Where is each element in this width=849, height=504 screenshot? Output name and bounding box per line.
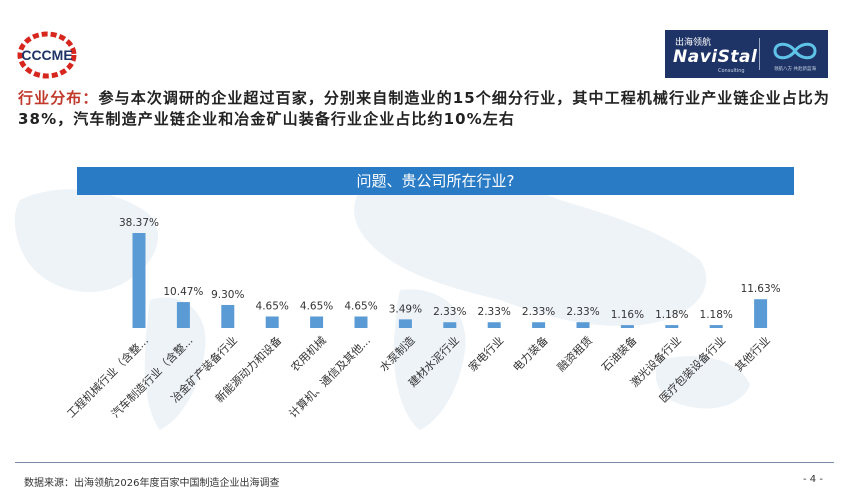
data-label-3: 4.65%	[256, 300, 289, 312]
chart-title: 问题、贵公司所在行业?	[77, 167, 794, 195]
data-source: 数据来源：出海领航2026年度百家中国制造企业出海调查	[24, 478, 280, 489]
navistal-logo-cn: 出海领航	[675, 38, 712, 48]
data-label-5: 4.65%	[344, 300, 377, 312]
infinity-icon	[773, 42, 817, 60]
bar-6	[398, 319, 412, 328]
data-label-2: 9.30%	[211, 289, 244, 301]
data-label-8: 2.33%	[478, 306, 511, 318]
intro-lead: 行业分布：	[18, 89, 99, 107]
data-label-11: 1.16%	[611, 309, 644, 321]
navistal-logo: 出海领航 NaviStal Consulting 领航八方 共赴新蓝海	[665, 30, 828, 78]
data-label-4: 4.65%	[300, 300, 333, 312]
bar-7	[443, 322, 457, 328]
data-label-1: 10.47%	[163, 286, 203, 298]
category-label-14: 其他行业	[732, 334, 772, 374]
data-label-6: 3.49%	[389, 303, 422, 315]
navistal-logo-sub: Consulting	[718, 68, 745, 74]
data-label-13: 1.18%	[700, 309, 733, 321]
category-label-8: 家电行业	[465, 333, 506, 374]
cccme-logo-text: CCCME	[21, 47, 72, 63]
page-number: - 4 -	[803, 474, 823, 485]
bar-2	[221, 304, 235, 328]
navistal-logo-tagline: 领航八方 共赴新蓝海	[774, 67, 816, 72]
bar-1	[176, 302, 190, 328]
category-label-9: 电力装备	[510, 333, 551, 374]
data-label-14: 11.63%	[741, 283, 781, 295]
bar-3	[265, 316, 279, 328]
category-label-10: 融资租赁	[554, 333, 595, 374]
cccme-logo: CCCME	[17, 31, 77, 79]
navistal-logo-brand: NaviStal	[673, 47, 758, 67]
category-label-5: 计算机、通信及其他...	[286, 333, 373, 420]
category-label-1: 汽车制造行业（含整...	[108, 333, 195, 420]
bar-0	[132, 233, 146, 328]
category-label-0: 工程机械行业（含整...	[64, 333, 151, 420]
category-label-6: 水泵制造	[377, 333, 418, 374]
category-label-4: 农用机械	[288, 333, 329, 374]
data-label-0: 38.37%	[119, 217, 159, 229]
data-label-7: 2.33%	[433, 306, 466, 318]
bar-14	[754, 299, 768, 328]
bar-9	[532, 322, 546, 328]
intro-body: 参与本次调研的企业超过百家，分别来自制造业的15个细分行业，其中工程机械行业产业…	[18, 89, 830, 128]
bar-8	[487, 322, 501, 328]
bar-11	[620, 325, 634, 328]
category-label-11: 石油装备	[599, 333, 640, 374]
bar-4	[310, 316, 324, 328]
footer-divider	[15, 462, 834, 463]
intro-paragraph: 行业分布：参与本次调研的企业超过百家，分别来自制造业的15个细分行业，其中工程机…	[18, 88, 833, 130]
logo-divider	[759, 38, 760, 70]
bar-12	[665, 325, 679, 328]
bar-13	[709, 325, 723, 328]
bar-10	[576, 322, 590, 328]
data-label-9: 2.33%	[522, 306, 555, 318]
bar-5	[354, 316, 368, 328]
data-label-12: 1.18%	[655, 309, 688, 321]
data-label-10: 2.33%	[566, 306, 599, 318]
